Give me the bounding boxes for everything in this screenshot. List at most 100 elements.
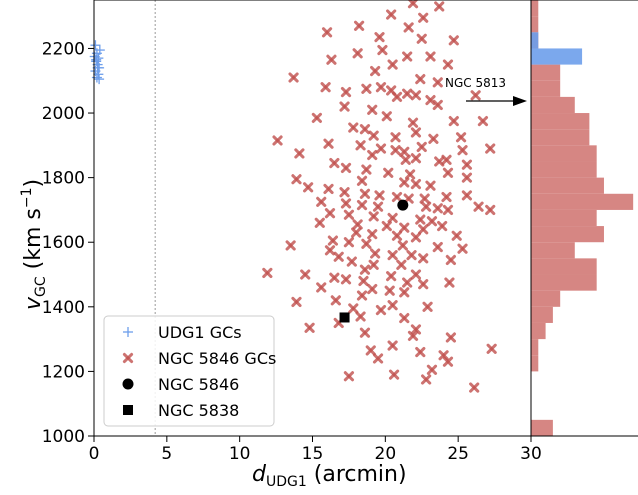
ngc5846-gc-point — [442, 167, 454, 178]
x-marker-stroke — [441, 154, 452, 165]
x-marker-stroke — [391, 91, 403, 102]
histogram-bar-ngc5846 — [531, 64, 561, 81]
x-tick-label: 25 — [447, 444, 469, 464]
x-marker-stroke — [387, 59, 398, 70]
histogram-bar-ngc5846 — [531, 177, 604, 194]
ngc5846-gc-point — [441, 154, 452, 165]
x-marker-stroke — [410, 90, 422, 101]
legend-label: NGC 5846 GCs — [158, 349, 276, 368]
ngc5846-gc-point — [404, 169, 416, 180]
x-marker-stroke — [368, 259, 379, 270]
ngc5846-gc-point — [383, 167, 394, 178]
ngc5846-gc-point — [348, 122, 359, 133]
x-marker-stroke — [410, 153, 422, 164]
x-axis-label: dUDG1 (arcmin) — [252, 462, 407, 490]
x-marker-stroke — [432, 241, 443, 253]
x-marker-stroke — [348, 303, 359, 314]
x-marker-stroke — [351, 227, 362, 238]
histogram-bar-ngc5846 — [531, 226, 604, 243]
ngc5846-gc-point — [485, 143, 496, 154]
ngc5846-gc-point — [396, 259, 407, 270]
histogram-bar-ngc5846 — [531, 274, 597, 291]
x-marker-stroke — [262, 267, 273, 279]
udg1-gc-point — [90, 40, 101, 51]
ngc5838-point — [339, 312, 350, 323]
x-marker-stroke — [415, 214, 426, 225]
x-marker-stroke — [343, 237, 355, 248]
x-marker-stroke — [473, 201, 484, 212]
histogram-bar-ngc5846 — [531, 355, 539, 372]
x-marker-stroke — [425, 95, 436, 106]
ngc5846-gc-point — [432, 77, 443, 88]
histogram-bar-ngc5846 — [531, 209, 597, 227]
ngc5846-gc-point — [410, 232, 422, 243]
histogram-bar-ngc5846 — [531, 306, 553, 323]
y-tick-label: 1400 — [42, 298, 85, 318]
x-marker-stroke — [410, 127, 422, 138]
ngc5846-gc-point — [340, 162, 352, 174]
ngc5846-gc-point — [473, 201, 484, 212]
ngc5846-gc-point — [333, 251, 344, 262]
x-marker-stroke — [391, 191, 403, 203]
x-marker-stroke — [416, 33, 427, 44]
x-marker-stroke — [329, 272, 340, 283]
x-marker-stroke — [356, 175, 368, 186]
ngc5846-gc-point — [314, 217, 325, 228]
x-marker-stroke — [426, 364, 438, 375]
ngc5846-gc-point — [340, 86, 352, 98]
x-marker-stroke — [352, 48, 363, 59]
x-marker-stroke — [407, 330, 419, 341]
y-axis-label-unit: (km s — [21, 208, 46, 276]
x-marker-stroke — [314, 217, 325, 228]
legend-label: UDG1 GCs — [158, 323, 242, 342]
y-tick-label: 1800 — [42, 169, 85, 189]
x-marker-stroke — [343, 371, 355, 382]
ngc5846-gc-point — [354, 20, 365, 31]
x-marker-stroke — [355, 140, 366, 151]
ngc5846-gc-point — [294, 148, 305, 159]
ngc5846-gc-point — [288, 72, 299, 83]
x-marker-stroke — [316, 196, 327, 207]
ngc5846-gc-point — [426, 364, 438, 375]
ngc5846-gc-point — [285, 240, 296, 251]
x-marker-stroke — [383, 167, 394, 178]
ngc5846-gc-point — [372, 201, 384, 212]
legend-marker-ngc5846 — [122, 378, 134, 390]
x-marker-stroke — [442, 356, 454, 367]
y-axis-label: vGC (km s−1) — [19, 179, 49, 310]
ngc5846-gc-point — [323, 183, 334, 195]
ngc5846-gc-point — [329, 272, 340, 283]
x-marker-stroke — [387, 300, 398, 311]
udg1-gc-point — [91, 54, 102, 65]
ngc5846-gc-point — [399, 287, 410, 298]
x-marker-stroke — [391, 230, 403, 241]
histogram-bar-udg1 — [531, 32, 539, 49]
x-tick-label: 5 — [161, 444, 172, 464]
ngc5846-gc-point — [432, 241, 443, 253]
ngc5846-gc-point — [457, 145, 468, 156]
x-marker-stroke — [333, 251, 344, 262]
x-marker-stroke — [399, 222, 410, 233]
x-marker-stroke — [291, 296, 302, 308]
ngc5846-gc-point — [361, 238, 372, 249]
x-marker-stroke — [368, 130, 379, 141]
y-tick-label: 1200 — [42, 362, 85, 382]
y-tick-label: 2000 — [42, 104, 85, 124]
y-axis-label-exp: −1 — [19, 188, 35, 209]
ngc5846-gc-point — [320, 82, 331, 93]
x-marker-stroke — [421, 201, 432, 212]
ngc5846-gc-point — [387, 212, 398, 224]
ngc5846-gc-point — [370, 248, 381, 259]
x-marker-stroke — [390, 145, 401, 156]
x-marker-stroke — [457, 145, 468, 156]
ngc5846-gc-point — [356, 175, 368, 186]
ngc5846-gc-point — [416, 33, 427, 44]
legend-marker-udg1 — [123, 327, 133, 337]
x-marker-stroke — [416, 141, 427, 153]
x-marker-stroke — [327, 235, 338, 246]
x-marker-stroke — [425, 180, 436, 191]
x-marker-stroke — [377, 44, 388, 56]
x-marker-stroke — [311, 112, 322, 123]
x-marker-stroke — [294, 148, 305, 159]
